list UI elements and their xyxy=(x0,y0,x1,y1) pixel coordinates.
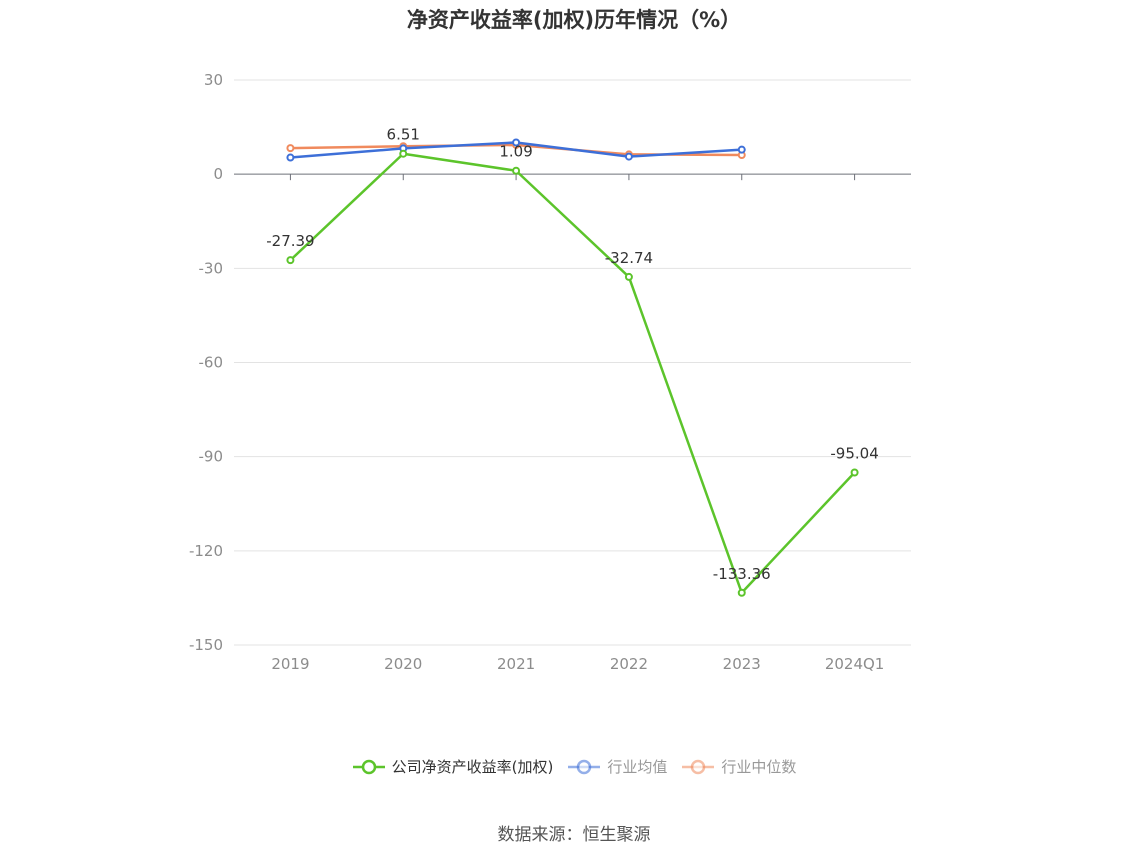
data-label: 6.51 xyxy=(387,126,420,144)
y-tick-label: 30 xyxy=(204,71,223,89)
data-point xyxy=(850,468,859,477)
x-tick-label: 2022 xyxy=(610,655,648,673)
y-tick-label: -150 xyxy=(189,636,223,654)
data-label: -27.39 xyxy=(266,232,314,250)
legend-label: 行业中位数 xyxy=(721,758,797,776)
legend-marker-icon xyxy=(568,759,601,774)
y-tick-label: -30 xyxy=(199,259,224,277)
x-tick-label: 2023 xyxy=(723,655,761,673)
data-point xyxy=(737,588,746,597)
data-label: -133.36 xyxy=(713,565,771,583)
x-tick-label: 2021 xyxy=(497,655,535,673)
data-point xyxy=(512,138,521,147)
data-label: -32.74 xyxy=(605,249,653,267)
axes: 30 0 -30 -60 -90 -120 -150 2019 2020 2021 2022 2023… xyxy=(189,71,911,673)
data-point xyxy=(399,149,408,158)
source-note: 数据来源：恒生聚源 xyxy=(497,825,651,845)
data-point xyxy=(737,145,746,154)
y-tick-label: 0 xyxy=(213,165,223,183)
data-label: -95.04 xyxy=(830,444,878,462)
legend-item[interactable]: 公司净资产收益率(加权) xyxy=(352,756,554,777)
series-line xyxy=(289,152,856,595)
y-tick-label: -90 xyxy=(199,448,224,466)
grid-lines xyxy=(234,79,911,646)
x-tick-label: 2024Q1 xyxy=(825,655,885,673)
legend-label: 公司净资产收益率(加权) xyxy=(391,758,554,776)
data-point xyxy=(286,153,295,162)
data-point xyxy=(286,256,295,265)
legend-item[interactable]: 行业均值 xyxy=(567,756,667,777)
x-tick-label: 2020 xyxy=(384,655,422,673)
y-tick-label: -60 xyxy=(199,354,224,372)
chart-title: 净资产收益率(加权)历年情况（%） xyxy=(406,8,742,32)
series-lines xyxy=(286,138,859,597)
data-label: 1.09 xyxy=(499,143,532,161)
series-0 xyxy=(286,149,859,597)
data-point xyxy=(624,152,633,161)
data-labels: -27.39 6.51 1.09 -32.74 -133.36 -95.04 xyxy=(266,126,879,583)
legend: 公司净资产收益率(加权) 行业均值 行业中位数 xyxy=(0,756,1148,777)
legend-marker-icon xyxy=(352,759,385,774)
legend-item[interactable]: 行业中位数 xyxy=(681,756,796,777)
data-point xyxy=(286,144,295,153)
legend-label: 行业均值 xyxy=(607,758,668,776)
y-tick-label: -120 xyxy=(189,542,223,560)
data-point xyxy=(512,166,521,175)
x-tick-label: 2019 xyxy=(271,655,309,673)
data-point xyxy=(624,272,633,281)
legend-marker-icon xyxy=(682,759,715,774)
